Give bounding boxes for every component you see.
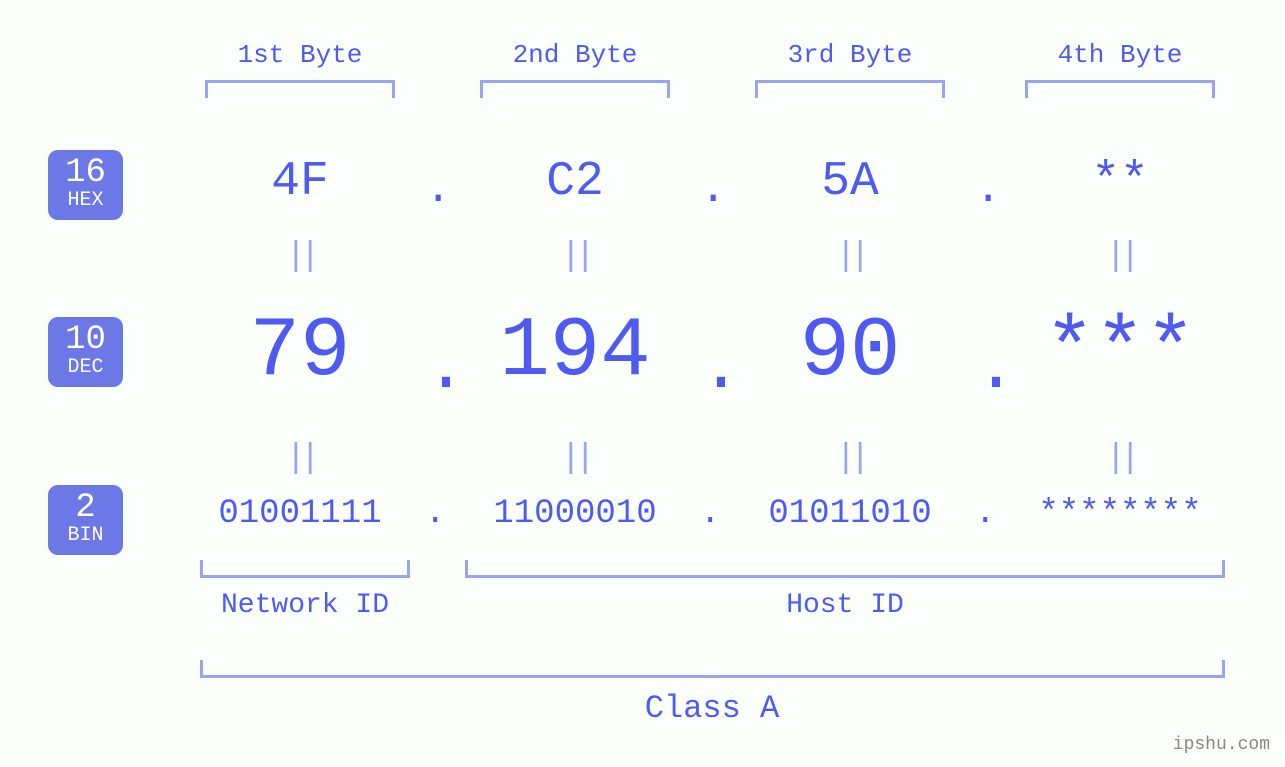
host-id-bracket (465, 560, 1225, 578)
hex-dot-2: . (700, 165, 726, 215)
byte-bracket-4 (1025, 80, 1215, 98)
byte-label-1: 1st Byte (185, 40, 415, 70)
bin-dot-2: . (700, 495, 720, 533)
base-badge-bin-abbr: BIN (48, 525, 123, 547)
byte-bracket-1 (205, 80, 395, 98)
network-id-bracket (200, 560, 410, 578)
byte-bracket-3 (755, 80, 945, 98)
byte-label-4: 4th Byte (1005, 40, 1235, 70)
hex-dot-3: . (975, 165, 1001, 215)
dec-byte-4: *** (1005, 305, 1235, 400)
bin-byte-4: ******** (1005, 495, 1235, 533)
bin-byte-1: 01001111 (185, 495, 415, 533)
base-badge-bin-num: 2 (48, 491, 123, 525)
bin-dot-3: . (975, 495, 995, 533)
hex-byte-3: 5A (735, 155, 965, 209)
bin-dot-1: . (425, 495, 445, 533)
watermark: ipshu.com (1173, 735, 1270, 755)
base-badge-hex: 16HEX (48, 150, 123, 220)
bin-byte-2: 11000010 (460, 495, 690, 533)
dec-bin-eq-1: || (270, 440, 330, 478)
class-label: Class A (592, 690, 832, 727)
dec-bin-eq-3: || (820, 440, 880, 478)
hex-byte-1: 4F (185, 155, 415, 209)
class-bracket (200, 660, 1225, 678)
hex-dot-1: . (425, 165, 451, 215)
byte-label-2: 2nd Byte (460, 40, 690, 70)
base-badge-hex-abbr: HEX (48, 190, 123, 212)
dec-dot-1: . (425, 330, 467, 409)
hex-dec-eq-1: || (270, 238, 330, 276)
network-id-label: Network ID (185, 590, 425, 621)
byte-label-3: 3rd Byte (735, 40, 965, 70)
hex-byte-4: ** (1005, 155, 1235, 209)
hex-byte-2: C2 (460, 155, 690, 209)
base-badge-bin: 2BIN (48, 485, 123, 555)
base-badge-dec-abbr: DEC (48, 357, 123, 379)
hex-dec-eq-3: || (820, 238, 880, 276)
host-id-label: Host ID (725, 590, 965, 621)
dec-dot-3: . (975, 330, 1017, 409)
dec-bin-eq-4: || (1090, 440, 1150, 478)
base-badge-hex-num: 16 (48, 156, 123, 190)
dec-dot-2: . (700, 330, 742, 409)
hex-dec-eq-2: || (545, 238, 605, 276)
base-badge-dec-num: 10 (48, 323, 123, 357)
dec-byte-2: 194 (460, 305, 690, 400)
byte-bracket-2 (480, 80, 670, 98)
dec-bin-eq-2: || (545, 440, 605, 478)
bin-byte-3: 01011010 (735, 495, 965, 533)
dec-byte-1: 79 (185, 305, 415, 400)
hex-dec-eq-4: || (1090, 238, 1150, 276)
base-badge-dec: 10DEC (48, 317, 123, 387)
ip-bases-diagram: 1st Byte 2nd Byte 3rd Byte 4th Byte 16HEX 10D… (0, 0, 1285, 767)
dec-byte-3: 90 (735, 305, 965, 400)
